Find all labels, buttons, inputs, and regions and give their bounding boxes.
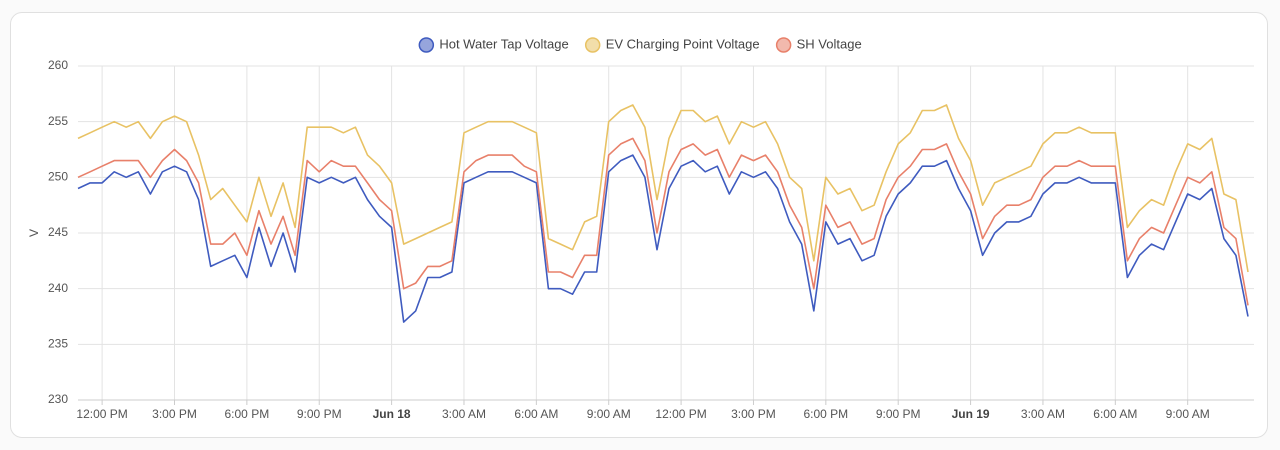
x-tick-label: Jun 18 xyxy=(373,407,411,421)
card xyxy=(10,12,1268,438)
legend-label: EV Charging Point Voltage xyxy=(606,36,760,51)
x-tick-label: 6:00 PM xyxy=(803,407,848,421)
legend-swatch xyxy=(584,37,601,53)
series-line xyxy=(77,137,1249,306)
x-tick-label: 3:00 PM xyxy=(731,407,776,421)
y-tick-label: 250 xyxy=(48,170,68,184)
x-tick-label: 12:00 PM xyxy=(76,407,127,421)
legend-label: SH Voltage xyxy=(797,36,862,51)
legend-swatch xyxy=(418,37,435,53)
series-line xyxy=(77,154,1249,323)
legend-label: Hot Water Tap Voltage xyxy=(439,36,568,51)
x-tick-label: 3:00 AM xyxy=(442,407,486,421)
y-tick-label: 240 xyxy=(48,281,68,295)
y-tick-label: 230 xyxy=(48,392,68,406)
x-tick-label: 6:00 PM xyxy=(225,407,270,421)
x-tick-label: 9:00 AM xyxy=(1166,407,1210,421)
x-tick-label: 9:00 AM xyxy=(587,407,631,421)
x-tick-label: 6:00 AM xyxy=(514,407,558,421)
x-tick-label: 6:00 AM xyxy=(1093,407,1137,421)
y-tick-label: 235 xyxy=(48,337,68,351)
x-tick-label: 9:00 PM xyxy=(876,407,921,421)
x-tick-label: 3:00 PM xyxy=(152,407,197,421)
x-tick-label: Jun 19 xyxy=(952,407,990,421)
series-line xyxy=(77,104,1249,273)
x-tick-label: 3:00 AM xyxy=(1021,407,1065,421)
y-tick-label: 245 xyxy=(48,225,68,239)
legend-swatch xyxy=(775,37,792,53)
legend: Hot Water Tap Voltage EV Charging Point V… xyxy=(418,36,862,53)
y-tick-label: 260 xyxy=(48,58,68,72)
x-tick-label: 12:00 PM xyxy=(655,407,706,421)
y-axis-label: V xyxy=(27,229,41,237)
x-tick-label: 9:00 PM xyxy=(297,407,342,421)
y-tick-label: 255 xyxy=(48,114,68,128)
